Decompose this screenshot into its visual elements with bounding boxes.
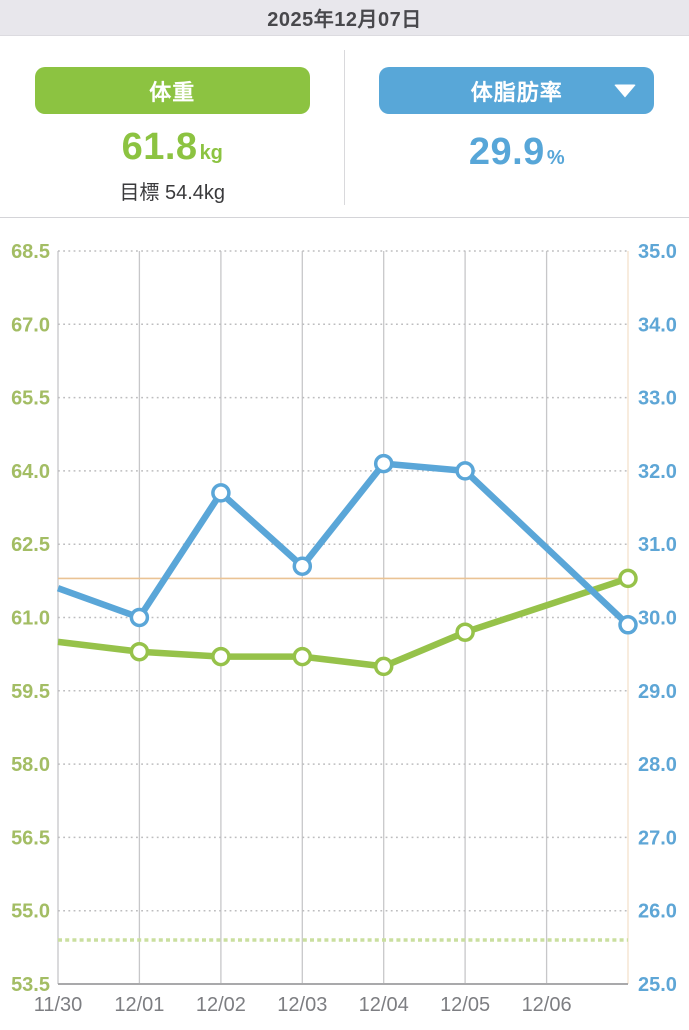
summary-panel: 体重 61.8 kg 目標 54.4kg 体脂肪率 29.9 % (0, 36, 689, 218)
weight-value-number: 61.8 (122, 126, 198, 169)
weight-value: 61.8 kg (122, 126, 223, 169)
weight-point (457, 624, 473, 640)
date-header-bar: 2025年12月07日 (0, 0, 689, 36)
left-axis-tick: 65.5 (11, 388, 50, 410)
left-axis-tick: 59.5 (11, 681, 50, 703)
left-axis-tick: 55.0 (11, 901, 50, 923)
right-axis-tick: 26.0 (638, 901, 677, 923)
weight-goal-label: 目標 54.4kg (119, 176, 225, 205)
trend-chart-svg: 68.5 67.0 65.5 64.0 62.5 61.0 59.5 58.0 56.5 55.0… (0, 218, 689, 1025)
bodyfat-point (213, 485, 229, 501)
left-axis-tick: 58.0 (11, 754, 50, 776)
right-axis-tick: 27.0 (638, 827, 677, 849)
weight-point (294, 649, 310, 665)
bodyfat-point (620, 617, 636, 633)
left-axis-tick: 56.5 (11, 827, 50, 849)
summary-divider (344, 50, 345, 205)
left-axis-tick: 62.5 (11, 534, 50, 556)
left-axis-tick: 64.0 (11, 461, 50, 483)
weight-point (376, 658, 392, 674)
x-axis-tick: 12/01 (114, 994, 164, 1016)
right-axis-tick: 33.0 (638, 388, 677, 410)
weight-button-label: 体重 (149, 75, 195, 107)
right-axis-tick: 30.0 (638, 608, 677, 630)
right-axis-tick: 34.0 (638, 314, 677, 336)
right-axis-tick: 31.0 (638, 534, 677, 556)
x-axis-tick: 12/06 (522, 994, 572, 1016)
right-axis-tick: 28.0 (638, 754, 677, 776)
bodyfat-point (131, 610, 147, 626)
weight-summary: 体重 61.8 kg 目標 54.4kg (0, 36, 345, 217)
x-axis-tick: 12/05 (440, 994, 490, 1016)
bodyfat-button-label: 体脂肪率 (471, 75, 563, 107)
right-axis-tick: 25.0 (638, 974, 677, 996)
current-date-label: 2025年12月07日 (267, 3, 421, 32)
weight-point (620, 570, 636, 586)
bodyfat-point (294, 558, 310, 574)
left-axis-tick: 53.5 (11, 974, 50, 996)
weight-value-unit: kg (200, 142, 223, 165)
weight-point (131, 644, 147, 660)
x-axis-tick: 12/03 (277, 994, 327, 1016)
bodyfat-point (376, 456, 392, 472)
bodyfat-dropdown-button[interactable]: 体脂肪率 (379, 67, 654, 114)
weight-point (213, 649, 229, 665)
weight-tab-button[interactable]: 体重 (35, 67, 310, 114)
right-axis-tick: 29.0 (638, 681, 677, 703)
bodyfat-point (457, 463, 473, 479)
x-axis-tick: 12/02 (196, 994, 246, 1016)
bodyfat-summary: 体脂肪率 29.9 % (345, 36, 689, 217)
left-axis-tick: 68.5 (11, 241, 50, 263)
right-axis-tick: 32.0 (638, 461, 677, 483)
left-axis-tick: 67.0 (11, 314, 50, 336)
bodyfat-line (58, 464, 628, 625)
x-axis-tick: 12/04 (359, 994, 409, 1016)
bodyfat-value: 29.9 % (469, 131, 565, 174)
right-axis-tick: 35.0 (638, 241, 677, 263)
x-axis-tick: 11/30 (34, 994, 83, 1016)
left-axis-tick: 61.0 (11, 608, 50, 630)
bodyfat-value-number: 29.9 (469, 131, 545, 174)
trend-chart: 68.5 67.0 65.5 64.0 62.5 61.0 59.5 58.0 56.5 55.0… (0, 218, 689, 1025)
bodyfat-value-unit: % (547, 147, 565, 170)
caret-down-icon (614, 84, 636, 97)
